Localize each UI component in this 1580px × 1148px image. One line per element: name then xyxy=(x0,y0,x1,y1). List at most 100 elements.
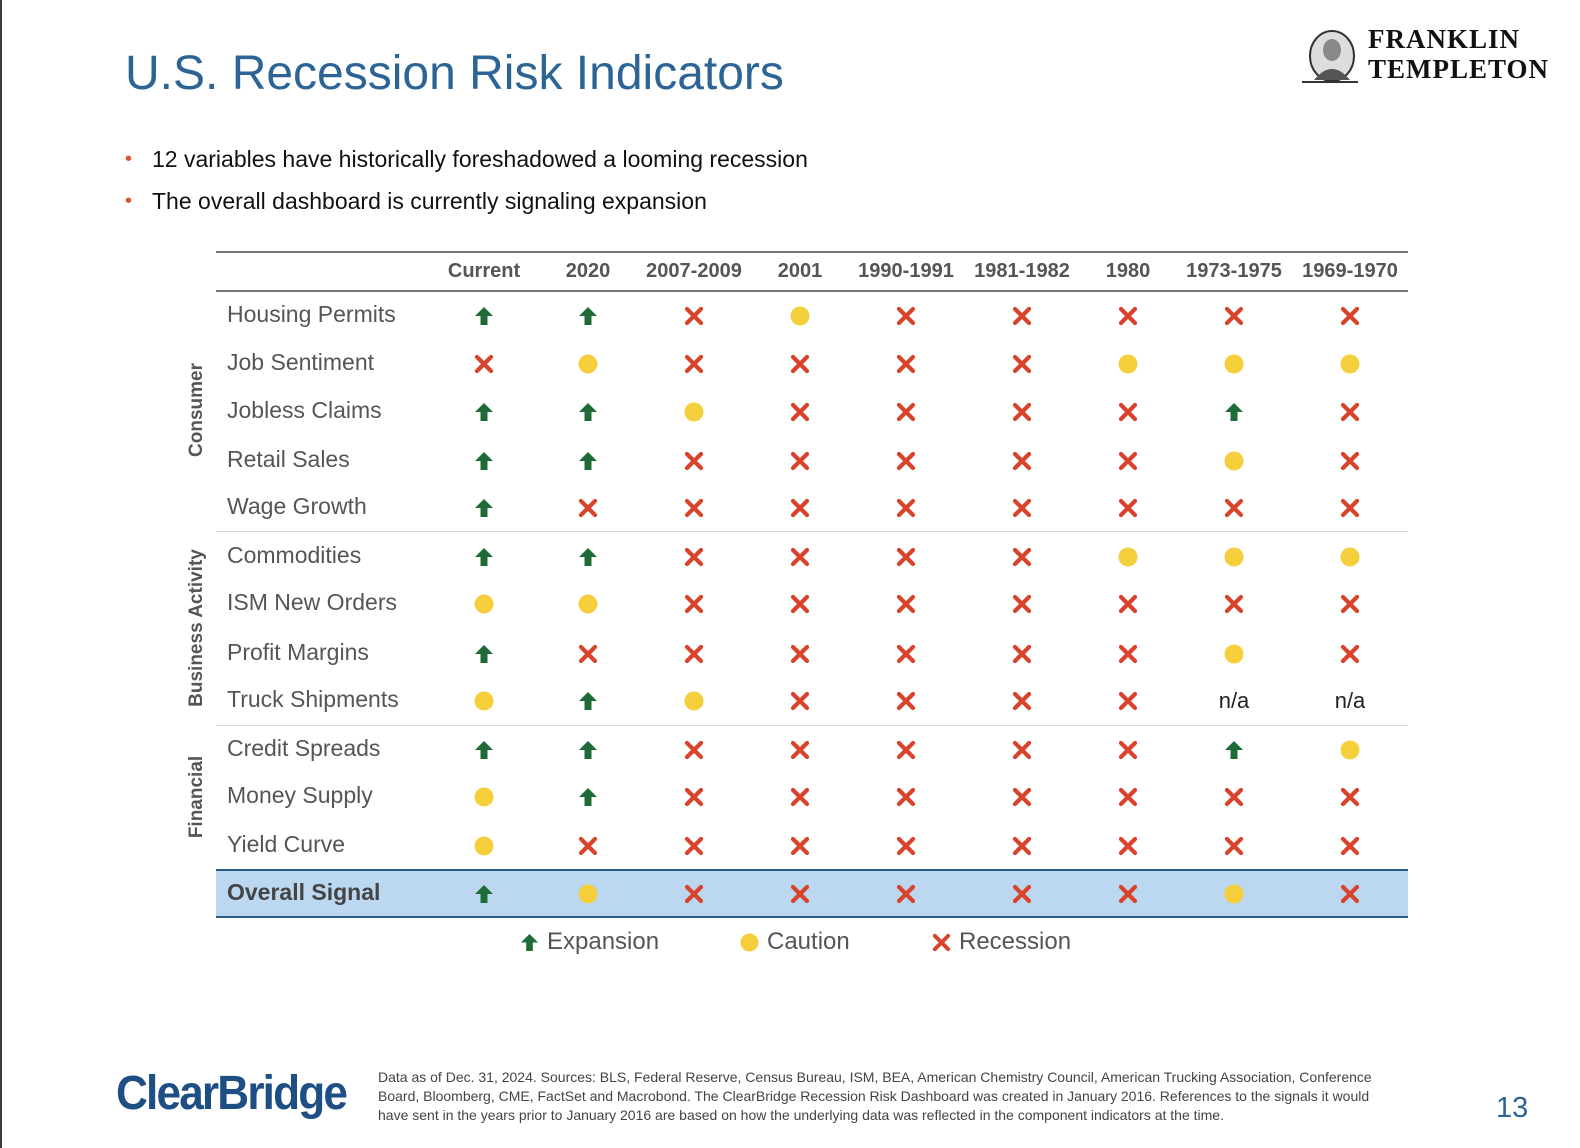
brand-line-1: FRANKLIN xyxy=(1368,24,1521,54)
bullet-item: • The overall dashboard is currently sign… xyxy=(125,182,808,224)
red-x-icon xyxy=(1118,451,1138,471)
signal-cell xyxy=(1340,451,1360,471)
red-x-icon xyxy=(1340,402,1360,422)
red-x-icon xyxy=(1012,354,1032,374)
signal-cell xyxy=(1224,306,1244,326)
red-x-icon xyxy=(1012,498,1032,518)
column-header: 1969-1970 xyxy=(1302,260,1398,282)
signal-cell xyxy=(1118,498,1138,518)
column-header: 2020 xyxy=(565,260,611,282)
yellow-dot-icon xyxy=(1118,354,1138,374)
red-x-icon xyxy=(1340,644,1360,664)
signal-cell xyxy=(578,691,598,711)
overall-signal-cell xyxy=(790,884,810,904)
left-edge-border xyxy=(0,0,2,1148)
row-label: Money Supply xyxy=(227,782,373,808)
red-x-icon xyxy=(790,644,810,664)
signal-cell: n/a xyxy=(1218,688,1250,713)
red-x-icon xyxy=(1118,691,1138,711)
signal-cell xyxy=(896,354,916,374)
red-x-icon xyxy=(1224,836,1244,856)
yellow-dot-icon xyxy=(1118,547,1138,567)
signal-cell xyxy=(578,547,598,567)
red-x-icon xyxy=(896,644,916,664)
red-x-icon xyxy=(1340,306,1360,326)
row-label: Profit Margins xyxy=(227,639,369,665)
signal-cell xyxy=(578,402,598,422)
red-x-icon xyxy=(790,547,810,567)
overall-top-rule xyxy=(216,869,1408,871)
overall-signal-cell xyxy=(578,884,598,904)
signal-cell xyxy=(1118,451,1138,471)
red-x-icon xyxy=(1118,644,1138,664)
red-x-icon xyxy=(790,691,810,711)
row-label: Credit Spreads xyxy=(227,735,381,761)
yellow-dot-icon xyxy=(578,354,598,374)
signal-cell xyxy=(578,451,598,471)
signal-cell xyxy=(1224,787,1244,807)
table-rule xyxy=(216,290,1408,292)
signal-cell xyxy=(1012,740,1032,760)
row-label: Retail Sales xyxy=(227,446,350,472)
yellow-dot-icon xyxy=(1340,547,1360,567)
column-header: 1990-1991 xyxy=(858,260,954,282)
red-x-icon xyxy=(1012,451,1032,471)
page-number: 13 xyxy=(1496,1092,1529,1124)
red-x-icon xyxy=(790,740,810,760)
signal-cell xyxy=(790,306,810,326)
yellow-dot-icon xyxy=(1224,644,1244,664)
signal-cell xyxy=(1012,498,1032,518)
signal-cell xyxy=(474,451,494,471)
red-x-icon xyxy=(790,354,810,374)
red-x-icon xyxy=(684,547,704,567)
signal-cell xyxy=(684,451,704,471)
group-label: Consumer xyxy=(186,363,207,457)
signal-cell xyxy=(1118,594,1138,614)
signal-cell xyxy=(578,836,598,856)
legend-label: Expansion xyxy=(547,928,660,955)
signal-cell xyxy=(578,644,598,664)
up-arrow-icon xyxy=(475,307,493,325)
signal-cell xyxy=(790,354,810,374)
up-arrow-icon xyxy=(520,933,539,952)
signal-cell xyxy=(1118,354,1138,374)
red-x-icon xyxy=(790,594,810,614)
signal-cell xyxy=(790,740,810,760)
signal-cell xyxy=(1012,451,1032,471)
signal-cell xyxy=(896,594,916,614)
legend-label: Recession xyxy=(959,928,1072,955)
bullet-text: The overall dashboard is currently signa… xyxy=(152,188,707,214)
red-x-icon xyxy=(896,691,916,711)
yellow-dot-icon xyxy=(1224,884,1244,904)
group-label: Financial xyxy=(186,755,207,839)
overall-signal-cell xyxy=(1118,884,1138,904)
red-x-icon xyxy=(790,787,810,807)
red-x-icon xyxy=(896,740,916,760)
red-x-icon xyxy=(1340,836,1360,856)
red-x-icon xyxy=(896,498,916,518)
signal-cell xyxy=(1340,402,1360,422)
red-x-icon xyxy=(684,594,704,614)
column-header: 1973-1975 xyxy=(1186,260,1282,282)
red-x-icon xyxy=(474,354,494,374)
red-x-icon xyxy=(1340,884,1360,904)
signal-cell xyxy=(1224,354,1244,374)
signal-cell xyxy=(474,498,494,518)
red-x-icon xyxy=(1118,306,1138,326)
yellow-dot-icon xyxy=(1340,354,1360,374)
red-x-icon xyxy=(932,933,951,952)
red-x-icon xyxy=(1118,884,1138,904)
row-label: ISM New Orders xyxy=(227,589,397,615)
signal-cell xyxy=(684,644,704,664)
red-x-icon xyxy=(684,498,704,518)
signal-cell xyxy=(474,787,494,807)
up-arrow-icon xyxy=(579,307,597,325)
row-label: Wage Growth xyxy=(227,493,367,519)
source-footnote: Data as of Dec. 31, 2024. Sources: BLS, … xyxy=(378,1069,1372,1123)
red-x-icon xyxy=(1012,306,1032,326)
red-x-icon xyxy=(1012,787,1032,807)
signal-cell xyxy=(1340,306,1360,326)
signal-cell xyxy=(1012,691,1032,711)
row-label: Jobless Claims xyxy=(227,397,382,423)
signal-cell xyxy=(578,740,598,760)
